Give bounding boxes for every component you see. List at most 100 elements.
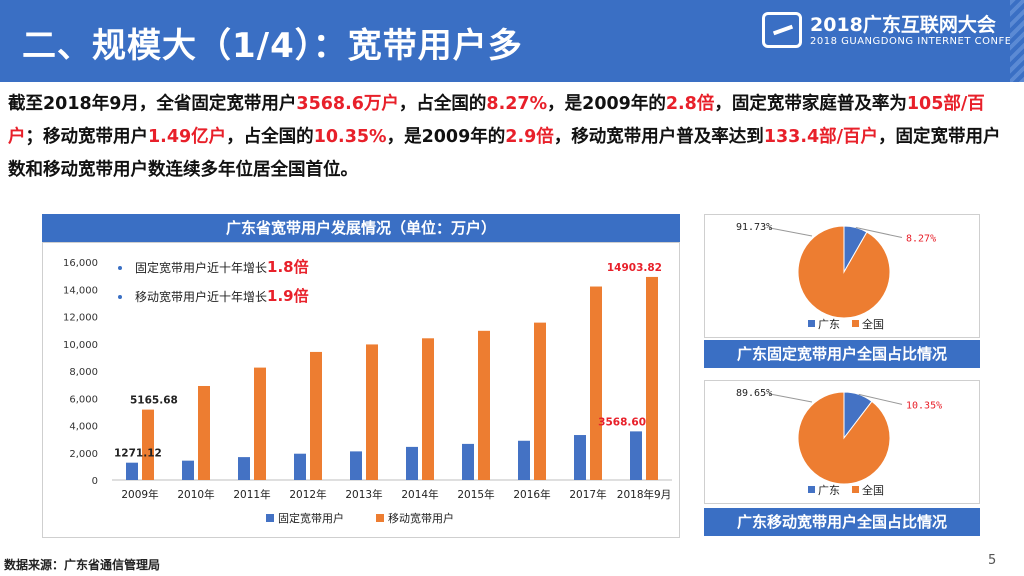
x-tick-label: 2011年 bbox=[233, 488, 270, 501]
mobile-bar bbox=[142, 409, 154, 480]
paragraph-text: 截至2018年9月，全省固定宽带用户 bbox=[8, 94, 297, 114]
header-bar: 二、规模大（1/4）：宽带用户多 2018广东互联网大会 2018 GUANGD… bbox=[0, 0, 1024, 82]
leader-line bbox=[855, 227, 903, 239]
pie-legend-label: 全国 bbox=[862, 483, 884, 497]
conference-logo-subtitle: 2018 GUANGDONG INTERNET CONFERENCE bbox=[810, 36, 1024, 47]
y-tick-label: 6,000 bbox=[69, 394, 98, 405]
mobile-bar bbox=[590, 286, 602, 480]
bar-data-label: 1271.12 bbox=[114, 448, 162, 460]
mobile-bar bbox=[310, 351, 322, 480]
fixed-bar bbox=[294, 453, 306, 480]
paragraph-text: ，占全国的 bbox=[398, 94, 487, 114]
national-slice bbox=[797, 391, 891, 485]
pie-value-label: 89.65% bbox=[736, 388, 772, 399]
highlight-value: 2.9倍 bbox=[505, 127, 554, 147]
conference-logo-title: 2018广东互联网大会 bbox=[810, 14, 996, 36]
x-tick-label: 2012年 bbox=[289, 488, 326, 501]
paragraph-text: ；移动宽带用户 bbox=[25, 127, 149, 147]
y-tick-label: 12,000 bbox=[63, 313, 98, 324]
mobile-bar bbox=[422, 338, 434, 480]
paragraph-text: ，移动宽带用户普及率达到 bbox=[553, 127, 764, 147]
y-tick-label: 14,000 bbox=[63, 285, 98, 296]
fixed-bar bbox=[350, 451, 362, 480]
highlight-value: 105部/百户 bbox=[8, 94, 985, 147]
paragraph-text: ，固定宽带用户数和移动宽带用户数连续多年位居全国首位。 bbox=[8, 127, 1001, 180]
page-title: 二、规模大（1/4）：宽带用户多 bbox=[22, 26, 523, 66]
legend-label: 固定宽带用户 bbox=[278, 511, 344, 525]
bar-data-label: 14903.82 bbox=[607, 262, 662, 274]
y-tick-label: 4,000 bbox=[69, 422, 98, 433]
bar-data-label: 3568.60 bbox=[598, 416, 646, 428]
x-tick-label: 2014年 bbox=[401, 488, 438, 501]
pie-legend-label: 广东 bbox=[818, 318, 840, 331]
mobile-bar bbox=[254, 367, 266, 480]
highlight-value: 8.27% bbox=[486, 94, 548, 114]
fixed-bar bbox=[182, 460, 194, 480]
annotation-bullet bbox=[118, 295, 122, 299]
national-slice bbox=[797, 225, 891, 319]
annotation-bullet bbox=[118, 266, 122, 270]
mobile-bar bbox=[478, 330, 490, 480]
main-chart-frame bbox=[42, 242, 680, 538]
highlight-value: 2.8倍 bbox=[665, 94, 715, 114]
decorative-stripe bbox=[1010, 0, 1024, 82]
growth-annotation: 移动宽带用户近十年增长1.9倍 bbox=[135, 287, 309, 305]
summary-paragraph: 截至2018年9月，全省固定宽带用户3568.6万户，占全国的8.27%，是20… bbox=[8, 88, 1018, 187]
fixed-bar bbox=[126, 462, 138, 480]
highlight-value: 3568.6万户 bbox=[296, 94, 399, 114]
pie-legend-label: 广东 bbox=[818, 484, 840, 497]
legend-swatch-fixed bbox=[266, 514, 274, 522]
mobile-share-pie-chart: 10.35% 89.65% 广东 全国 bbox=[736, 388, 942, 497]
x-tick-label: 2017年 bbox=[569, 488, 606, 501]
fixed-pie-title: 广东固定宽带用户全国占比情况 bbox=[704, 340, 980, 368]
x-tick-label: 2018年9月 bbox=[617, 488, 671, 501]
page-number: 5 bbox=[988, 553, 997, 568]
leader-line bbox=[769, 227, 813, 237]
paragraph-text: ，占全国的 bbox=[226, 127, 314, 147]
pie-value-label: 8.27% bbox=[906, 234, 936, 245]
y-tick-label: 10,000 bbox=[63, 340, 98, 351]
broadband-bar-chart: 0 2,000 4,000 6,000 8,000 10,000 12,000 14,000 1… bbox=[63, 258, 672, 525]
fixed-bar bbox=[462, 443, 474, 480]
mobile-bar bbox=[534, 322, 546, 480]
pie-legend-swatch bbox=[852, 320, 859, 327]
leader-line bbox=[769, 393, 813, 403]
growth-annotation: 固定宽带用户近十年增长1.8倍 bbox=[135, 258, 309, 276]
fixed-bar bbox=[518, 440, 530, 480]
highlight-value: 133.4部/百户 bbox=[763, 127, 879, 147]
bar-data-label: 5165.68 bbox=[130, 395, 178, 407]
x-tick-label: 2010年 bbox=[177, 488, 214, 501]
paragraph-text: ，固定宽带家庭普及率为 bbox=[714, 94, 907, 114]
y-tick-label: 0 bbox=[92, 476, 98, 487]
leader-line bbox=[858, 393, 903, 405]
pie-value-label: 10.35% bbox=[906, 400, 942, 411]
pie-value-label: 91.73% bbox=[736, 222, 772, 233]
x-tick-label: 2016年 bbox=[513, 488, 550, 501]
fixed-bar bbox=[238, 457, 250, 480]
fixed-bar bbox=[574, 435, 586, 480]
legend-swatch-mobile bbox=[376, 514, 384, 522]
mobile-bar bbox=[198, 385, 210, 480]
pie-legend-swatch bbox=[808, 486, 815, 493]
fixed-share-pie-chart: 8.27% 91.73% 广东 全国 bbox=[736, 222, 936, 331]
highlight-value: 10.35% bbox=[313, 127, 387, 147]
y-tick-label: 8,000 bbox=[69, 367, 98, 378]
x-tick-label: 2015年 bbox=[457, 488, 494, 501]
fixed-bar bbox=[630, 431, 642, 480]
paragraph-text: ，是2009年的 bbox=[386, 127, 506, 147]
conference-logo-icon bbox=[762, 12, 802, 48]
mobile-bar bbox=[366, 344, 378, 480]
y-tick-label: 2,000 bbox=[69, 449, 98, 460]
x-tick-label: 2009年 bbox=[121, 488, 158, 501]
fixed-bar bbox=[406, 446, 418, 480]
mobile-bar bbox=[646, 276, 658, 480]
highlight-value: 1.49亿户 bbox=[148, 127, 227, 147]
data-source-note: 数据来源：广东省通信管理局 bbox=[4, 558, 161, 572]
x-tick-label: 2013年 bbox=[345, 488, 382, 501]
legend-label: 移动宽带用户 bbox=[388, 511, 454, 525]
main-chart-title: 广东省宽带用户发展情况（单位：万户） bbox=[42, 214, 680, 242]
pie-legend-swatch bbox=[808, 320, 815, 327]
pie-legend-swatch bbox=[852, 486, 859, 493]
paragraph-text: ，是2009年的 bbox=[547, 94, 666, 114]
mobile-pie-title: 广东移动宽带用户全国占比情况 bbox=[704, 508, 980, 536]
